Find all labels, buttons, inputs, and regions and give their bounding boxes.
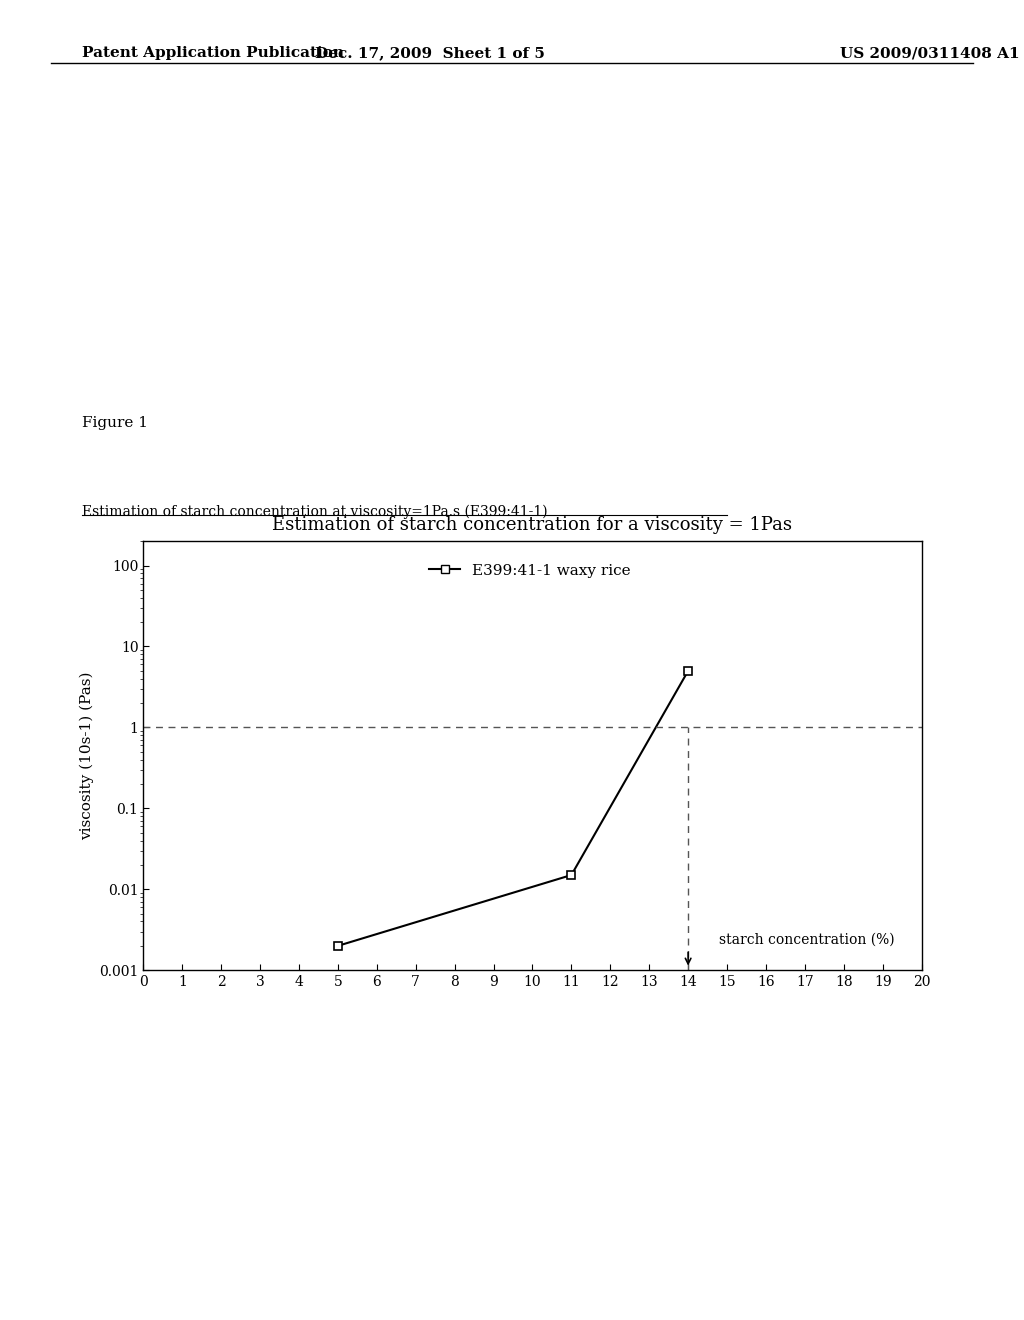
Text: starch concentration (%): starch concentration (%) [719,932,895,946]
Legend: E399:41-1 waxy rice: E399:41-1 waxy rice [423,557,637,583]
Text: Patent Application Publication: Patent Application Publication [82,46,344,61]
Title: Estimation of starch concentration for a viscosity = 1Pas: Estimation of starch concentration for a… [272,516,793,535]
Text: Figure 1: Figure 1 [82,416,147,430]
Text: Estimation of starch concentration at viscosity=1Pa.s (E399:41-1): Estimation of starch concentration at vi… [82,504,548,519]
Text: US 2009/0311408 A1: US 2009/0311408 A1 [840,46,1019,61]
Text: Dec. 17, 2009  Sheet 1 of 5: Dec. 17, 2009 Sheet 1 of 5 [315,46,545,61]
Y-axis label: viscosity (10s-1) (Pas): viscosity (10s-1) (Pas) [79,672,93,840]
